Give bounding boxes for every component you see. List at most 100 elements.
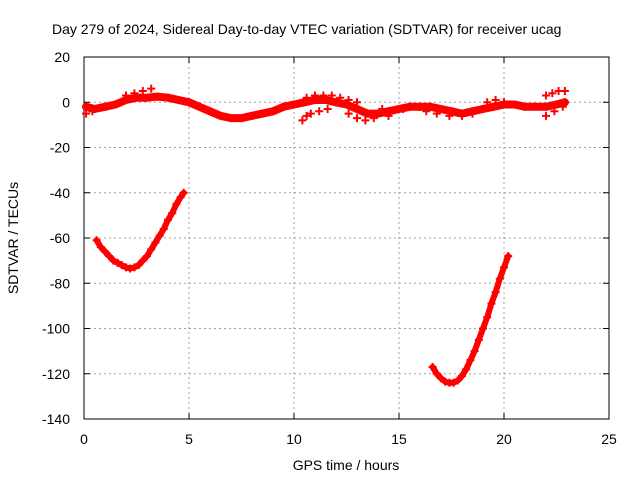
data-point — [101, 247, 109, 256]
data-point — [164, 215, 172, 224]
data-point — [185, 98, 193, 107]
data-point — [101, 102, 109, 111]
x-tick-label: 5 — [185, 431, 193, 447]
data-point — [491, 288, 500, 297]
data-point — [491, 95, 500, 104]
data-point — [96, 243, 105, 252]
data-point — [332, 98, 340, 107]
data-point — [321, 95, 330, 104]
data-point — [495, 274, 504, 283]
data-point — [138, 256, 147, 265]
data-point — [138, 86, 147, 95]
data-point — [470, 347, 479, 356]
data-point — [290, 100, 298, 109]
data-point — [302, 111, 311, 120]
data-point — [82, 102, 91, 111]
data-point — [159, 224, 168, 233]
data-point — [155, 231, 164, 240]
data-point — [353, 105, 361, 114]
x-tick-label: 0 — [80, 431, 88, 447]
data-point — [487, 299, 496, 308]
data-point — [458, 372, 466, 381]
data-point — [374, 109, 382, 118]
data-point — [483, 313, 492, 322]
data-point — [153, 92, 162, 101]
data-point — [560, 98, 569, 107]
data-point — [458, 111, 466, 120]
data-point — [500, 98, 508, 107]
y-tick-label: -80 — [50, 275, 70, 291]
data-point — [147, 245, 156, 254]
y-tick-label: -120 — [42, 366, 70, 382]
data-point — [130, 263, 139, 272]
data-point — [468, 109, 477, 118]
data-point — [453, 376, 462, 385]
data-marks — [82, 84, 569, 387]
data-point — [130, 89, 139, 98]
data-point — [327, 91, 336, 100]
series-arc-2 — [428, 252, 513, 387]
data-point — [437, 105, 445, 114]
data-point — [342, 100, 351, 109]
y-axis-label: SDTVAR / TECUs — [5, 182, 21, 294]
data-point — [479, 324, 487, 333]
data-point — [319, 91, 328, 100]
data-point — [353, 98, 361, 107]
data-point — [300, 98, 309, 107]
data-point — [405, 102, 414, 111]
data-point — [134, 261, 143, 270]
data-point — [510, 100, 519, 109]
x-axis: 0 5 10 15 20 25 — [80, 57, 617, 447]
data-point — [474, 335, 483, 344]
y-tick-label: -20 — [50, 140, 70, 156]
data-point — [111, 100, 120, 109]
data-point — [279, 102, 288, 111]
data-point — [445, 111, 454, 120]
data-point — [552, 100, 561, 109]
data-point — [126, 264, 135, 273]
data-point — [363, 109, 372, 118]
data-point — [542, 111, 550, 120]
data-point — [92, 236, 101, 245]
data-point — [428, 362, 437, 371]
y-tick-label: -140 — [42, 411, 70, 427]
data-point — [164, 93, 172, 102]
y-tick-label: 0 — [62, 94, 70, 110]
data-point — [447, 107, 456, 116]
data-point — [88, 107, 97, 116]
data-point — [479, 105, 487, 114]
y-axis: -140 -120 -100 -80 -60 -40 -20 0 20 — [42, 49, 609, 427]
data-point — [82, 109, 91, 118]
y-tick-label: -40 — [50, 185, 70, 201]
data-point — [422, 107, 431, 116]
data-point — [179, 188, 188, 197]
x-tick-label: 10 — [286, 431, 302, 447]
series-arc-1 — [92, 188, 188, 273]
data-point — [151, 238, 160, 247]
data-point — [542, 102, 550, 111]
data-point — [113, 258, 122, 267]
data-point — [489, 102, 498, 111]
data-point — [105, 252, 114, 261]
series-lower-scatter — [82, 102, 567, 125]
data-point — [122, 263, 130, 272]
data-point — [306, 109, 315, 118]
data-point — [147, 84, 156, 93]
series-upper-scatter — [122, 84, 569, 114]
data-point — [122, 91, 130, 100]
data-point — [109, 256, 118, 265]
data-point — [542, 91, 550, 100]
data-point — [521, 102, 529, 111]
y-tick-label: -100 — [42, 321, 70, 337]
data-point — [369, 114, 378, 123]
x-axis-label: GPS time / hours — [293, 457, 400, 473]
data-point — [426, 102, 435, 111]
data-point — [143, 252, 151, 261]
x-tick-label: 15 — [391, 431, 407, 447]
chart-title: Day 279 of 2024, Sidereal Day-to-day VTE… — [52, 21, 561, 37]
data-point — [361, 116, 370, 125]
grid-lines — [84, 57, 609, 419]
data-point — [143, 93, 151, 102]
data-point — [449, 378, 458, 387]
